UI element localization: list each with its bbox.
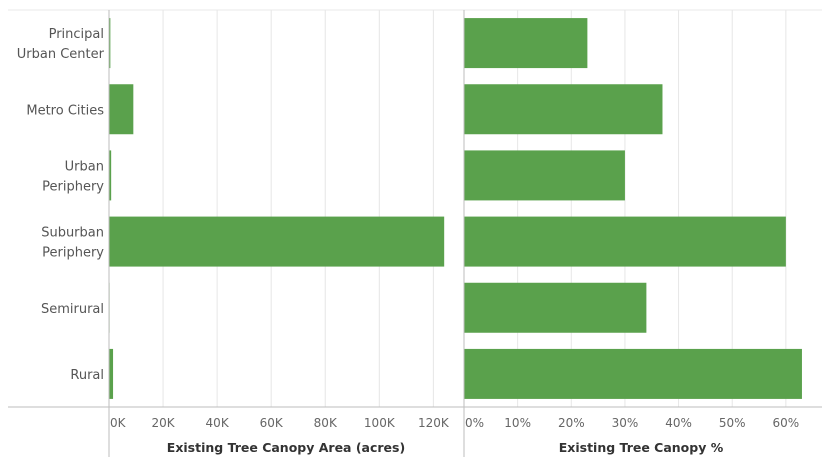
category-label-urban-periphery: Urban Periphery — [42, 159, 104, 194]
x-tick-label-area-4: 80K — [314, 416, 338, 430]
bar-pct-suburban-periphery — [464, 216, 786, 267]
category-label-line: Periphery — [42, 179, 104, 194]
category-label-line: Semirural — [41, 302, 104, 317]
bar-pct-principal-urban-center — [464, 18, 588, 69]
x-tick-label-area-0: 0K — [110, 416, 127, 430]
category-label-line: Rural — [70, 368, 104, 383]
category-label-semirural: Semirural — [41, 302, 104, 317]
bar-pct-metro-cities — [464, 84, 663, 135]
bar-pct-semirural — [464, 282, 647, 333]
bar-pct-urban-periphery — [464, 150, 625, 201]
category-label-line: Suburban — [41, 226, 104, 241]
category-label-line: Urban — [65, 159, 104, 174]
x-tick-label-area-6: 120K — [418, 416, 450, 430]
grid-layer — [162, 10, 787, 407]
category-label-principal-urban-center: Principal Urban Center — [17, 27, 105, 62]
category-label-line: Principal — [49, 27, 104, 42]
x-tick-label-pct-0: 0% — [465, 416, 484, 430]
bar-area-rural — [109, 348, 114, 399]
x-tick-label-pct-1: 10% — [504, 416, 531, 430]
x-tick-label-area-1: 20K — [151, 416, 175, 430]
x-tick-label-pct-3: 30% — [612, 416, 639, 430]
bar-area-principal-urban-center — [109, 18, 111, 69]
bar-area-metro-cities — [109, 84, 134, 135]
bar-area-suburban-periphery — [109, 216, 445, 267]
category-label-rural: Rural — [70, 368, 104, 383]
x-tick-label-pct-5: 50% — [719, 416, 746, 430]
x-tick-label-area-3: 60K — [260, 416, 284, 430]
category-label-line: Metro Cities — [26, 103, 104, 118]
category-label-metro-cities: Metro Cities — [26, 103, 104, 118]
x-tick-label-area-5: 100K — [364, 416, 396, 430]
x-tick-label-pct-2: 20% — [558, 416, 585, 430]
bar-area-urban-periphery — [109, 150, 112, 201]
x-axis-title-canopy-percent: Existing Tree Canopy % — [559, 440, 724, 455]
category-label-suburban-periphery: Suburban Periphery — [41, 226, 104, 261]
bars-layer — [109, 18, 802, 399]
x-tick-label-pct-6: 60% — [773, 416, 800, 430]
x-tick-label-pct-4: 40% — [665, 416, 692, 430]
labels-layer: 0K 20K 40K 60K 80K 100K 120K 0% 10% 20% 30% 40% 50% 6… — [17, 27, 799, 430]
x-axis-title-canopy-area: Existing Tree Canopy Area (acres) — [167, 440, 405, 455]
category-label-line: Urban Center — [17, 47, 105, 62]
axes-layer — [8, 9, 822, 457]
bar-pct-rural — [464, 348, 802, 399]
category-label-line: Periphery — [42, 246, 104, 261]
x-tick-label-area-2: 40K — [206, 416, 230, 430]
